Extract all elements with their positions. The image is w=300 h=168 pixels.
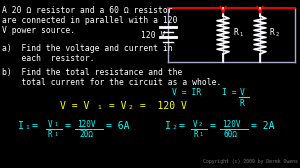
Text: are connected in parallel with a 120: are connected in parallel with a 120 (2, 16, 178, 25)
Text: 1: 1 (97, 105, 101, 110)
Text: R: R (48, 130, 52, 139)
Text: 120V: 120V (222, 120, 241, 129)
Text: V: V (240, 88, 245, 97)
Text: 1: 1 (54, 122, 57, 127)
Text: 20Ω: 20Ω (79, 130, 93, 139)
Text: Copyright (c) 2009 by Derek Owens: Copyright (c) 2009 by Derek Owens (203, 159, 298, 164)
Text: each  resistor.: each resistor. (2, 54, 94, 63)
Text: 1: 1 (239, 32, 242, 37)
Text: 120 V: 120 V (141, 31, 165, 39)
Text: = 2A: = 2A (251, 121, 274, 131)
Text: 120V: 120V (77, 120, 95, 129)
Text: 2: 2 (199, 122, 202, 127)
Text: V power source.: V power source. (2, 26, 75, 35)
Text: A 20 Ω resistor and a 60 Ω resistor: A 20 Ω resistor and a 60 Ω resistor (2, 6, 172, 15)
Text: R: R (193, 130, 198, 139)
Text: 2: 2 (276, 32, 279, 37)
Text: V: V (193, 120, 198, 129)
Text: R: R (270, 28, 275, 37)
Text: =: = (210, 121, 216, 131)
Text: =  120 V: = 120 V (134, 101, 187, 111)
Text: = 6A: = 6A (106, 121, 130, 131)
Text: I: I (18, 121, 24, 131)
Text: R: R (240, 99, 245, 108)
Text: 60Ω: 60Ω (224, 130, 238, 139)
Text: =: = (179, 121, 185, 131)
Text: 2: 2 (172, 125, 176, 130)
Text: =: = (65, 121, 71, 131)
Text: 1: 1 (199, 132, 202, 137)
Text: = V: = V (103, 101, 127, 111)
Text: V: V (48, 120, 52, 129)
Text: R: R (233, 28, 238, 37)
Text: =: = (32, 121, 38, 131)
Text: total current for the circuit as a whole.: total current for the circuit as a whole… (2, 78, 221, 87)
Text: 2: 2 (128, 105, 132, 110)
Text: V = IR: V = IR (172, 88, 201, 97)
Text: V = V: V = V (60, 101, 89, 111)
Text: I: I (165, 121, 171, 131)
Text: 1: 1 (25, 125, 29, 130)
Text: a)  Find the voltage and current in: a) Find the voltage and current in (2, 44, 172, 53)
Text: b)  Find the total resistance and the: b) Find the total resistance and the (2, 68, 182, 77)
Text: 1: 1 (54, 132, 57, 137)
Text: I =: I = (222, 88, 237, 97)
